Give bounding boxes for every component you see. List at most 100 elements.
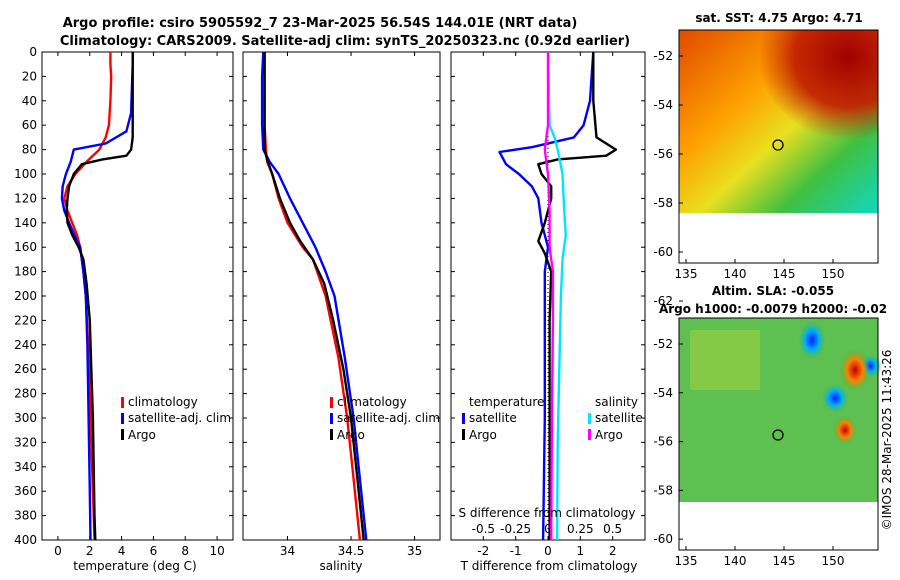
x-top-tick-label: -0.5 [472, 522, 495, 536]
series-line-satellite-adj-clim [60, 52, 134, 541]
map-y-tick-label: -56 [653, 435, 673, 449]
y-tick-label: 240 [14, 338, 37, 352]
sst-map-frame [678, 29, 879, 264]
legend-t-argo: Argo [469, 428, 497, 442]
x-tick-label: 0 [544, 544, 552, 558]
sla-low-2 [821, 383, 849, 413]
map-x-tick-label: 145 [773, 267, 796, 281]
legend-s-argo: Argo [595, 428, 623, 442]
map-y-tick-label: -58 [653, 196, 673, 210]
x-tick-label: 35 [407, 544, 422, 558]
x-tick-label: 2 [609, 544, 617, 558]
sla-low-1 [798, 320, 826, 360]
x-tick-label: -1 [510, 544, 522, 558]
map-x-tick-label: 140 [724, 554, 747, 568]
x-tick-label: 0 [54, 544, 62, 558]
map-x-tick-label: 135 [675, 267, 698, 281]
y-tick-label: 60 [22, 118, 37, 132]
title-line2: Climatology: CARS2009. Satellite-adj cli… [60, 34, 630, 49]
legend-swatch-t-satellite [462, 413, 465, 424]
y-tick-label: 400 [14, 533, 37, 547]
sst-missing-region [679, 213, 878, 263]
legend-swatch-satellite [330, 413, 333, 424]
series-line-argo [65, 52, 134, 541]
map-x-tick-label: 150 [822, 554, 845, 568]
x-tick-label: 1 [577, 544, 585, 558]
sla-high-1 [839, 348, 871, 392]
legend-t-title: temperature [469, 395, 544, 409]
sla-map-frame [678, 317, 879, 551]
legend-swatch-climatology [121, 397, 124, 408]
sst-map [678, 29, 879, 264]
x-top-tick-label: -0.25 [500, 522, 531, 536]
y-tick-label: 280 [14, 387, 37, 401]
plot-frame [242, 51, 441, 541]
legend-swatch-argo [330, 429, 333, 440]
map-y-tick-label: -62 [653, 294, 673, 308]
x-tick-label: 10 [209, 544, 224, 558]
salinity-xlabel: salinity [319, 559, 362, 573]
legend-satellite: satellite-adj. clim [337, 411, 440, 425]
title-line1: Argo profile: csiro 5905592_7 23-Mar-202… [63, 16, 578, 31]
sla-patch [690, 330, 760, 390]
legend-argo: Argo [128, 428, 156, 442]
difference-xlabel-top: S difference from climatology [459, 506, 636, 520]
temperature-panel: 0204060801001201401601802002202402602803… [14, 45, 234, 558]
sla-missing-region [679, 502, 878, 550]
y-tick-label: 180 [14, 265, 37, 279]
y-tick-label: 20 [22, 69, 37, 83]
legend-swatch-argo [121, 429, 124, 440]
argo-location-marker [772, 139, 784, 151]
map-x-tick-label: 145 [773, 554, 796, 568]
legend-s-satellite: satellite [595, 411, 643, 425]
x-tick-label: 2 [86, 544, 94, 558]
map-y-tick-label: -52 [653, 337, 673, 351]
map-y-tick-label: -58 [653, 483, 673, 497]
x-tick-label: 34 [280, 544, 295, 558]
y-tick-label: 220 [14, 313, 37, 327]
series-line-satellite-adj-clim [260, 51, 368, 541]
legend-climatology: climatology [337, 395, 407, 409]
y-tick-label: 300 [14, 411, 37, 425]
y-tick-label: 260 [14, 362, 37, 376]
x-top-tick-label: 0.5 [603, 522, 622, 536]
temperature-legend: climatology satellite-adj. clim Argo [121, 395, 231, 442]
map-y-tick-label: -52 [653, 49, 673, 63]
y-tick-label: 360 [14, 484, 37, 498]
x-tick-label: 4 [118, 544, 126, 558]
difference-legend: temperature satellite Argo salinity sate… [462, 395, 643, 442]
credit-text: ©IMOS 28-Mar-2025 11:43:26 [880, 350, 894, 531]
legend-swatch-s-satellite [588, 413, 591, 424]
map-x-tick-label: 135 [675, 554, 698, 568]
y-tick-label: 120 [14, 191, 37, 205]
argo-location-marker [772, 429, 784, 441]
y-tick-label: 80 [22, 143, 37, 157]
temperature-xlabel: temperature (deg C) [73, 559, 196, 573]
salinity-legend: climatology satellite-adj. clim Argo [330, 395, 440, 442]
y-tick-label: 320 [14, 435, 37, 449]
map-y-tick-label: -60 [653, 245, 673, 259]
y-tick-label: 40 [22, 94, 37, 108]
y-tick-label: 0 [29, 45, 37, 59]
legend-s-title: salinity [595, 395, 638, 409]
legend-climatology: climatology [128, 395, 198, 409]
y-tick-label: 200 [14, 289, 37, 303]
legend-swatch-satellite [121, 413, 124, 424]
plot-frame [41, 51, 234, 541]
series-line-climatology [263, 52, 362, 541]
sla-high-2 [833, 415, 857, 445]
legend-swatch-t-argo [462, 429, 465, 440]
map-x-tick-label: 150 [822, 267, 845, 281]
x-tick-label: 34.5 [338, 544, 365, 558]
sla-map-title-1: Altim. SLA: -0.055 [712, 284, 834, 298]
legend-t-satellite: satellite [469, 411, 517, 425]
series-line-s-argo [543, 52, 555, 541]
y-tick-label: 340 [14, 460, 37, 474]
x-tick-label: 8 [181, 544, 189, 558]
legend-argo: Argo [337, 428, 365, 442]
difference-xlabel: T difference from climatology [460, 559, 638, 573]
salinity-panel: 34 34.5 35 [242, 51, 441, 558]
